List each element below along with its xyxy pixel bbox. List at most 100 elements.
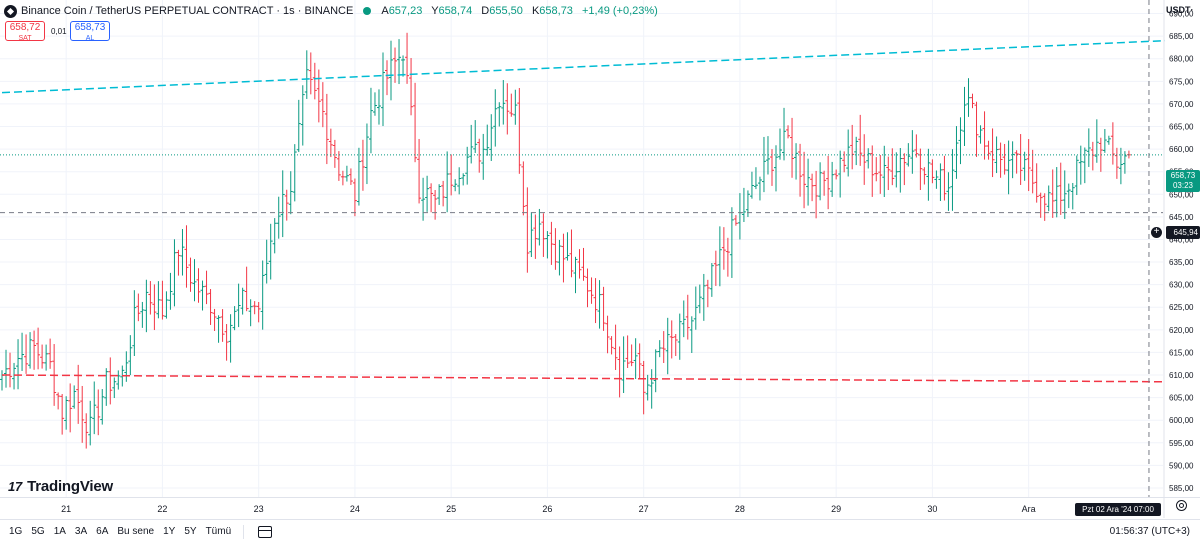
ohlc-bar <box>617 346 622 398</box>
range-5d-button[interactable]: 5G <box>31 526 45 537</box>
ohlc-bar <box>902 153 907 186</box>
ohlc-bar <box>930 159 935 184</box>
ohlc-bar <box>721 227 726 270</box>
ohlc-bar <box>280 170 285 238</box>
clock[interactable]: 01:56:37 (UTC+3) <box>1109 526 1190 537</box>
add-alert-icon[interactable]: + <box>1151 227 1162 238</box>
ohlc-bar <box>761 136 766 193</box>
ohlc-bar <box>521 161 526 216</box>
ohlc-bar <box>104 368 109 406</box>
ohlc-bar <box>613 324 618 370</box>
range-5y-button[interactable]: 5Y <box>184 526 197 537</box>
ohlc-bar <box>585 268 590 308</box>
ohlc-bar <box>316 69 321 123</box>
ohlc-bar <box>874 157 879 182</box>
buy-button[interactable]: 658,73 AL <box>70 21 110 42</box>
ohlc-bar <box>1082 147 1087 184</box>
ohlc-bar <box>593 278 598 324</box>
ohlc-bar <box>276 196 281 239</box>
ohlc-bar <box>1022 151 1027 181</box>
x-tick-label: 21 <box>61 504 71 514</box>
ohlc-bar <box>1002 143 1007 175</box>
lower-trendline[interactable] <box>2 374 1166 383</box>
ohlc-bar <box>192 259 197 302</box>
range-1m-button[interactable]: 1A <box>53 526 66 537</box>
ohlc-bar <box>405 32 410 84</box>
ohlc-bar <box>782 107 787 161</box>
ohlc-bar <box>64 396 69 430</box>
ohlc-bar <box>838 150 843 198</box>
ohlc-bar <box>152 284 157 331</box>
ohlc-bar <box>822 170 827 196</box>
ohlc-bar <box>697 284 702 314</box>
ohlc-bar <box>934 170 939 189</box>
ohlc-bar <box>798 143 803 197</box>
y-tick-label: 680,00 <box>1169 55 1194 64</box>
ohlc-bar <box>665 317 670 375</box>
ohlc-bar <box>92 381 97 435</box>
ohlc-bar <box>661 331 666 364</box>
ohlc-bar <box>525 187 530 273</box>
currency-selector[interactable]: USDT· <box>1166 5 1194 15</box>
ohlc-bar <box>597 280 602 329</box>
ohlc-bar <box>68 383 73 433</box>
high-value: 658,74 <box>438 5 473 17</box>
ohlc-bar <box>80 385 85 443</box>
ohlc-bar <box>1050 169 1055 218</box>
ohlc-bar <box>509 93 514 117</box>
symbol-title[interactable]: Binance Coin / TetherUS PERPETUAL CONTRA… <box>21 5 354 17</box>
upper-trendline[interactable] <box>1 39 1166 94</box>
range-all-button[interactable]: Tümü <box>205 526 232 537</box>
ohlc-bar <box>272 218 277 254</box>
logo-text: TradingView <box>27 478 113 495</box>
ohlc-bar <box>826 155 831 210</box>
ohlc-bar <box>978 125 983 144</box>
ohlc-bar <box>0 370 5 391</box>
ohlc-bar <box>1066 183 1071 209</box>
range-1y-button[interactable]: 1Y <box>163 526 176 537</box>
sell-button[interactable]: 658,72 SAT <box>5 21 45 42</box>
ohlc-bar <box>224 324 229 361</box>
ohlc-bar <box>108 357 113 405</box>
low-label: D <box>481 5 490 17</box>
x-tick-label: Ara <box>1022 504 1036 514</box>
ohlc-bar <box>713 250 718 286</box>
ohlc-bar <box>220 309 225 342</box>
ohlc-bar <box>625 335 630 369</box>
ohlc-bar <box>368 87 373 154</box>
ohlc-bar <box>890 148 895 186</box>
y-tick-label: 675,00 <box>1169 77 1194 86</box>
ohlc-bar <box>485 124 490 156</box>
ohlc-bar <box>497 102 502 127</box>
market-status-icon <box>363 7 372 15</box>
bottom-toolbar: 1G 5G 1A 3A 6A Bu sene 1Y 5Y Tümü 01:56:… <box>0 519 1200 543</box>
calendar-icon[interactable] <box>258 525 273 538</box>
ohlc-bar <box>116 370 121 390</box>
ohlc-bar <box>858 114 863 166</box>
ohlc-bar <box>413 82 418 163</box>
range-ytd-button[interactable]: Bu sene <box>117 526 155 537</box>
ohlc-bar <box>340 170 345 186</box>
settings-gear-icon[interactable] <box>1176 500 1187 511</box>
ohlc-bar <box>461 173 466 186</box>
range-3m-button[interactable]: 3A <box>74 526 88 537</box>
tradingview-logo[interactable]: 17 TradingView <box>8 478 113 495</box>
ohlc-bar <box>300 85 305 146</box>
ohlc-bar <box>926 148 931 201</box>
range-6m-button[interactable]: 6A <box>96 526 109 537</box>
ohlc-bar <box>216 315 221 343</box>
ohlc-bar <box>40 344 45 369</box>
ohlc-bar <box>364 123 369 185</box>
ohlc-bar <box>380 52 385 127</box>
low-value: 655,50 <box>489 5 523 17</box>
ohlc-bar <box>1010 141 1015 179</box>
y-tick-label: 650,00 <box>1169 190 1194 199</box>
ohlc-bar <box>541 213 546 257</box>
ohlc-bar <box>232 306 237 331</box>
x-tick-label: 24 <box>350 504 360 514</box>
ohlc-bar <box>1114 147 1119 179</box>
ohlc-bar <box>264 239 269 284</box>
ohlc-bar <box>653 349 658 393</box>
range-1d-button[interactable]: 1G <box>9 526 23 537</box>
